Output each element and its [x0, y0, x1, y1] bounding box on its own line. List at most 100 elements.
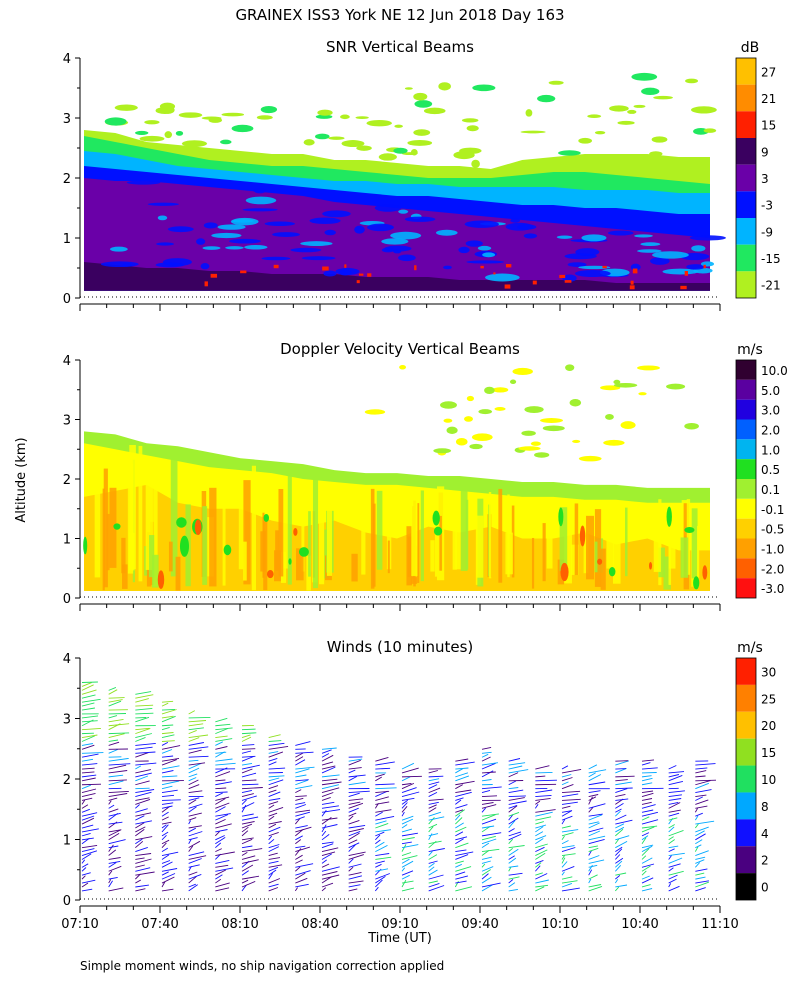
snr-streak: [700, 261, 715, 267]
doppler-stripe: [488, 492, 492, 579]
wind-barb: [108, 732, 130, 735]
wind-barb: [81, 837, 94, 841]
y-tick-label: 1: [63, 834, 71, 849]
snr-streak: [384, 245, 412, 252]
snr-streak: [458, 246, 470, 254]
wind-barb: [135, 752, 149, 758]
wind-barb: [215, 818, 226, 825]
wind-barb: [641, 759, 655, 762]
doppler-stripe: [686, 499, 691, 575]
wind-barb: [588, 806, 594, 813]
wind-barb: [268, 857, 281, 860]
wind-barb: [108, 829, 122, 837]
wind-barb: [455, 791, 472, 797]
wind-barb: [481, 786, 502, 790]
wind-barb: [135, 694, 154, 699]
wind-barb: [561, 840, 569, 845]
doppler-stripe: [251, 465, 257, 591]
wind-barb: [268, 866, 279, 872]
wind-barb: [348, 781, 366, 786]
wind-barb: [695, 770, 707, 774]
doppler-stripe: [455, 496, 461, 570]
wind-barb: [321, 765, 336, 770]
wind-barb: [641, 837, 647, 844]
wind-barb: [268, 846, 279, 853]
wind-barb: [401, 858, 410, 864]
wind-barb: [641, 832, 650, 837]
wind-barb: [215, 758, 233, 762]
snr-streak: [562, 274, 577, 282]
wind-barb: [348, 801, 361, 805]
wind-barb: [81, 882, 89, 888]
wind-barb: [321, 824, 327, 833]
doppler-upper-echo: [569, 399, 582, 407]
wind-barb: [375, 834, 381, 841]
snr-upper-echo: [260, 105, 278, 114]
wind-barb: [321, 796, 331, 801]
wind-barb: [268, 751, 279, 754]
wind-barb: [695, 789, 712, 794]
wind-barb: [348, 776, 358, 782]
wind-barb: [588, 803, 606, 809]
wind-barb: [455, 809, 465, 817]
colorbar-label: 15: [761, 119, 776, 133]
wind-barb: [694, 808, 698, 813]
snr-upper-echo: [175, 130, 184, 136]
snr-hot-speck: [240, 270, 247, 274]
wind-barb: [108, 839, 126, 845]
doppler-upper-echo: [620, 421, 636, 430]
wind-barb: [188, 727, 204, 731]
wind-barb: [615, 814, 627, 821]
colorbar-frame: [735, 57, 757, 299]
wind-barb: [188, 746, 209, 750]
wind-barb: [188, 837, 198, 841]
snr-upper-echo: [208, 117, 223, 123]
colorbar-swatch: [736, 873, 756, 900]
wind-barb: [81, 879, 96, 884]
colorbar-label: 3: [761, 172, 769, 186]
snr-streak: [110, 246, 128, 252]
wind-barb: [401, 815, 414, 821]
snr-streak: [485, 273, 520, 282]
snr-streak: [100, 261, 139, 268]
snr-streak: [398, 254, 416, 262]
x-tick-label: 08:40: [301, 917, 338, 932]
doppler-upper-echo: [464, 416, 473, 422]
wind-barb: [641, 804, 656, 809]
wind-barb: [455, 767, 469, 770]
snr-streak: [517, 224, 537, 230]
wind-barb: [695, 850, 709, 856]
wind-barb: [454, 814, 461, 821]
wind-barb: [668, 798, 682, 801]
doppler-stripe: [511, 505, 515, 578]
wind-barb: [268, 804, 275, 809]
wind-barb: [348, 830, 361, 837]
wind-barb: [694, 823, 699, 829]
wind-barb: [348, 839, 358, 845]
wind-barb: [241, 804, 247, 813]
wind-barb: [348, 767, 362, 770]
snr-upper-echo: [317, 109, 333, 116]
snr-upper-echo: [341, 140, 365, 147]
wind-barb: [535, 849, 548, 856]
wind-barb: [535, 824, 547, 829]
snr-hot-speck: [504, 284, 511, 289]
wind-barb: [695, 820, 715, 825]
wind-barb: [561, 876, 573, 880]
wind-barb: [108, 804, 115, 809]
wind-barb: [615, 875, 621, 880]
wind-barb: [508, 855, 515, 860]
wind-barb: [188, 851, 205, 856]
wind-barb: [161, 824, 167, 829]
wind-barb: [481, 751, 492, 754]
wind-barb: [215, 859, 230, 864]
wind-barb: [135, 780, 150, 786]
colorbar-label: -1.0: [761, 542, 784, 556]
wind-barb: [188, 742, 204, 746]
wind-barb: [215, 878, 222, 884]
wind-barb: [401, 776, 411, 782]
wind-barb: [668, 765, 677, 770]
wind-barb: [508, 765, 523, 770]
wind-barb: [108, 821, 123, 825]
doppler-stripe: [238, 488, 246, 570]
